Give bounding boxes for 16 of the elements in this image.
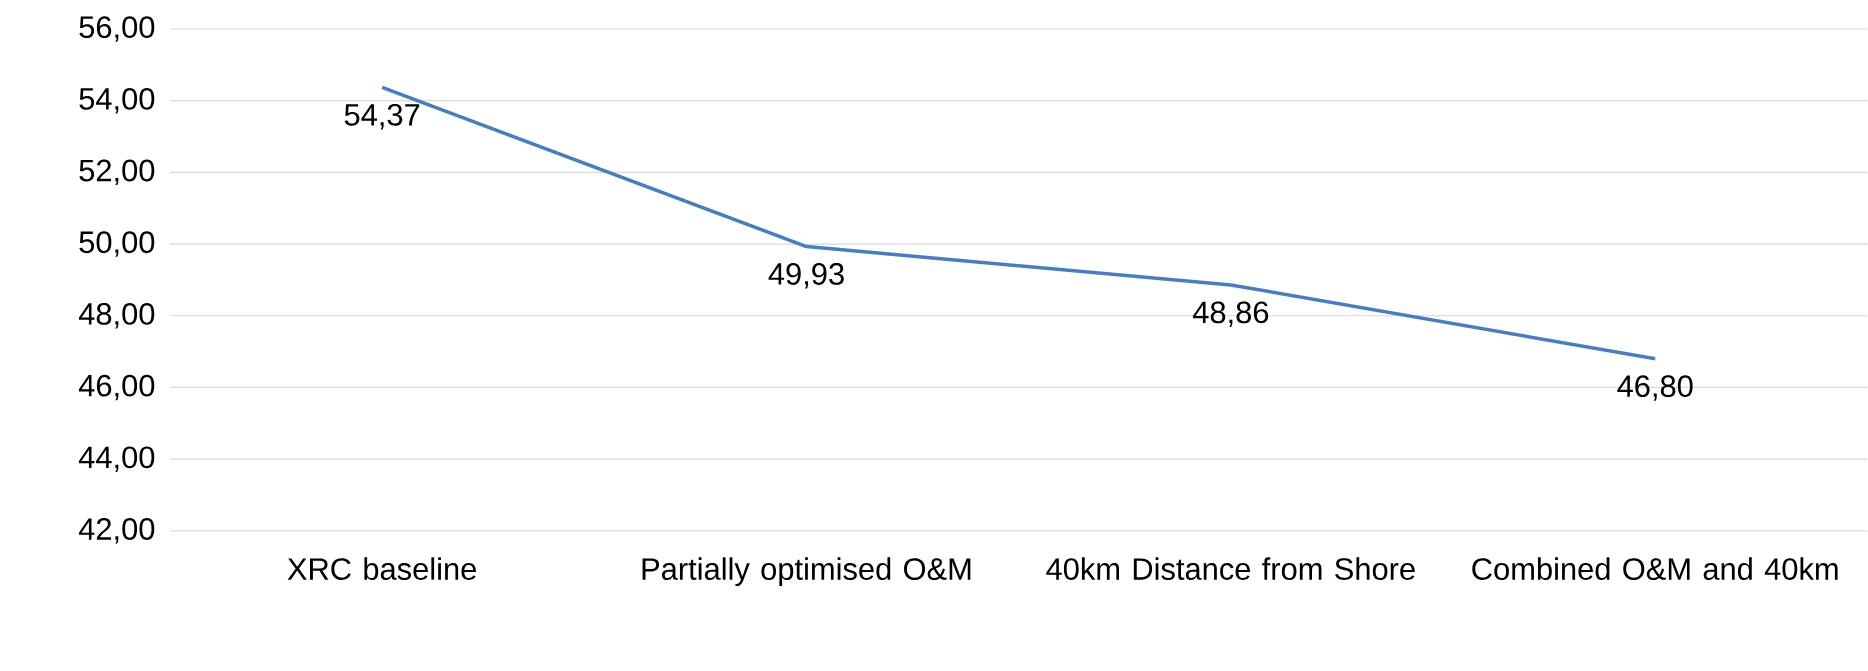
- y-tick-label: 52,00: [79, 159, 155, 186]
- x-tick-label: Combined O&M and 40km: [1472, 557, 1838, 581]
- x-tick-label: 40km Distance from Shore: [1046, 557, 1415, 581]
- data-label: 48,86: [1192, 301, 1269, 328]
- data-label: 46,80: [1617, 375, 1693, 401]
- y-tick-label: 42,00: [78, 518, 155, 544]
- y-tick-label: 48,00: [78, 303, 155, 329]
- y-tick-label: 46,00: [78, 374, 155, 401]
- x-tick-label: XRC baseline: [287, 557, 476, 581]
- x-tick-label: Partially optimised O&M: [642, 557, 971, 587]
- data-label: 49,93: [768, 263, 844, 289]
- y-tick-label: 54,00: [79, 88, 155, 114]
- y-tick-label: 56,00: [79, 16, 155, 42]
- y-tick-label: 50,00: [79, 231, 155, 257]
- data-label: 54,37: [344, 104, 420, 130]
- y-tick-label: 44,00: [78, 446, 155, 472]
